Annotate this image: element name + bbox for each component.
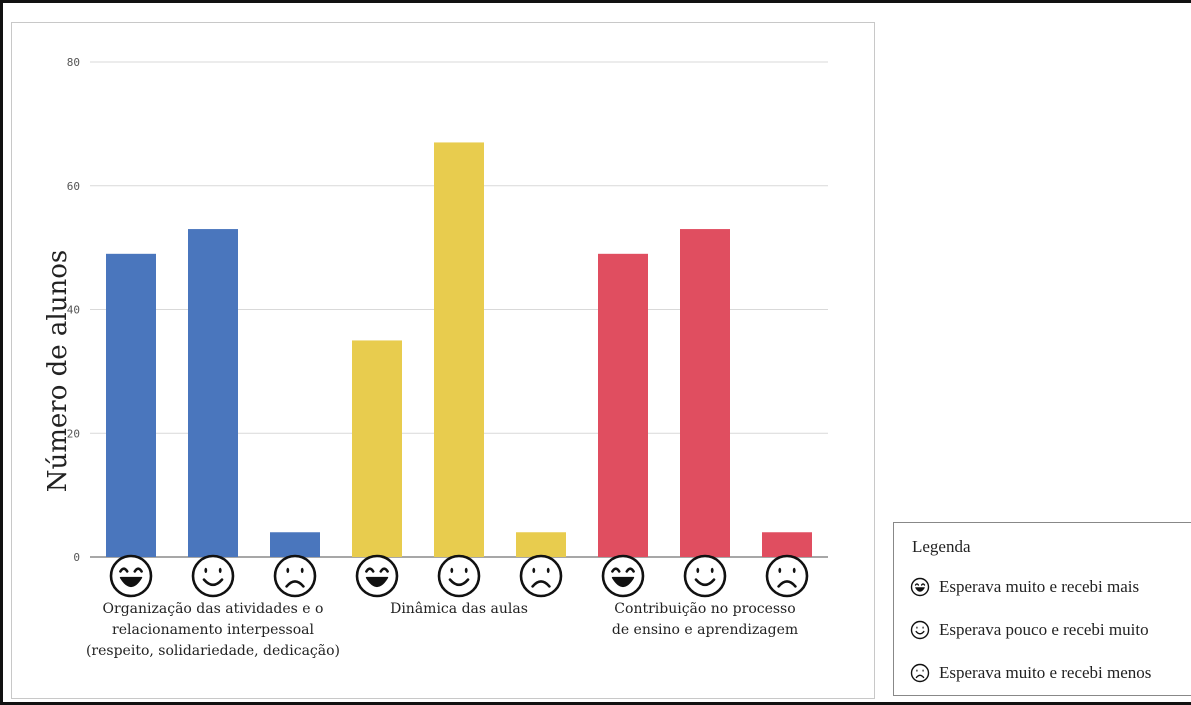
frowning-face-icon (765, 554, 809, 598)
frowning-face-icon (519, 554, 563, 598)
legend-label-muito: Esperava pouco e recebi muito (939, 620, 1149, 639)
y-axis-label: Número de alunos (43, 249, 73, 493)
bar-contribuicao-muito (680, 229, 730, 557)
bar-dinamica-muito (434, 142, 484, 557)
frowning-face-icon (910, 663, 930, 683)
frowning-face-icon (273, 554, 317, 598)
smiling-face-icon (910, 620, 930, 640)
bar-organizacao-mais (106, 253, 156, 557)
legend-label-menos: Esperava muito e recebi menos (939, 663, 1152, 682)
plot-panel: 0 20 40 60 80 Número de alunos Organização d… (11, 22, 875, 699)
legend-item-menos: Esperava muito e recebi menos (910, 663, 1151, 683)
laughing-face-icon (910, 577, 930, 597)
legend-item-muito: Esperava pouco e recebi muito (910, 620, 1149, 640)
bar-contribuicao-menos (762, 532, 812, 557)
smiling-face-icon (683, 554, 727, 598)
bar-organizacao-muito (188, 229, 238, 557)
laughing-face-icon (355, 554, 399, 598)
laughing-face-icon (601, 554, 645, 598)
y-tick-label: 20 (67, 427, 80, 440)
legend: Legenda Esperava muito e recebi mais Esp… (893, 522, 1191, 696)
y-tick-label: 60 (67, 180, 80, 193)
bar-contribuicao-mais (598, 253, 648, 557)
legend-title: Legenda (912, 537, 971, 556)
smiling-face-icon (910, 620, 930, 640)
bar-chart: 0 20 40 60 80 (67, 56, 828, 598)
y-tick-label: 0 (73, 551, 80, 564)
y-tick-label: 80 (67, 56, 80, 69)
group-label-dinamica: Dinâmica das aulas (390, 601, 528, 617)
smiling-face-icon (191, 554, 235, 598)
legend-item-mais: Esperava muito e recebi mais (910, 577, 1139, 597)
laughing-face-icon (910, 577, 930, 597)
frowning-face-icon (910, 663, 930, 683)
bar-dinamica-menos (516, 532, 566, 557)
smiling-face-icon (437, 554, 481, 598)
bar-organizacao-menos (270, 532, 320, 557)
y-tick-label: 40 (67, 304, 80, 317)
legend-label-mais: Esperava muito e recebi mais (939, 577, 1140, 596)
bar-dinamica-mais (352, 340, 402, 557)
laughing-face-icon (109, 554, 153, 598)
group-label-organizacao: Organização das atividades e o relaciona… (85, 601, 341, 659)
group-label-contribuicao: Contribuição no processo de ensino e apr… (611, 601, 799, 638)
